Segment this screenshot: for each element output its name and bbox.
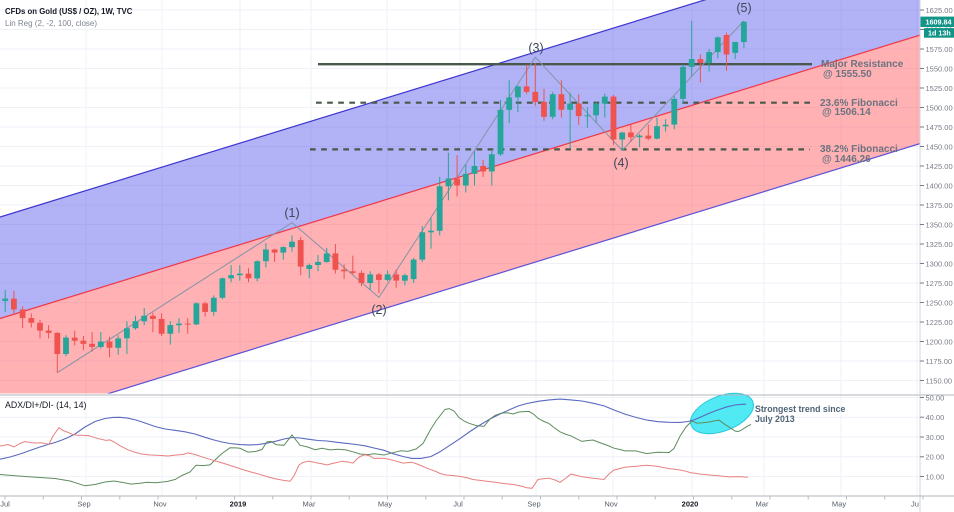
svg-text:2020: 2020	[682, 500, 699, 509]
svg-text:1375.00: 1375.00	[926, 201, 953, 210]
svg-text:May: May	[832, 500, 846, 509]
svg-text:@ 1555.50: @ 1555.50	[823, 69, 872, 80]
svg-text:1325.00: 1325.00	[926, 240, 953, 249]
svg-text:1200.00: 1200.00	[926, 337, 953, 346]
svg-text:50.00: 50.00	[926, 393, 945, 402]
svg-text:Major Resistance: Major Resistance	[821, 59, 904, 70]
svg-text:Jul: Jul	[0, 500, 10, 509]
svg-text:20.00: 20.00	[926, 453, 945, 462]
svg-text:1425.00: 1425.00	[926, 162, 953, 171]
svg-text:Ju: Ju	[911, 500, 919, 509]
svg-text:1175.00: 1175.00	[926, 357, 953, 366]
svg-text:Sep: Sep	[527, 500, 540, 509]
svg-text:38.2% Fibonacci: 38.2% Fibonacci	[820, 144, 898, 155]
svg-text:Mar: Mar	[756, 500, 769, 509]
svg-text:1500.00: 1500.00	[926, 103, 953, 112]
svg-text:1400.00: 1400.00	[926, 181, 953, 190]
svg-text:1609.84: 1609.84	[926, 17, 952, 26]
svg-text:Mar: Mar	[303, 500, 316, 509]
svg-text:1150.00: 1150.00	[926, 376, 953, 385]
svg-text:(5): (5)	[736, 1, 751, 15]
svg-text:(2): (2)	[371, 303, 386, 317]
svg-text:Nov: Nov	[604, 500, 618, 509]
svg-text:(1): (1)	[284, 206, 299, 220]
svg-text:30.00: 30.00	[926, 433, 945, 442]
svg-text:1d 13h: 1d 13h	[928, 28, 951, 37]
svg-text:1575.00: 1575.00	[926, 45, 953, 54]
svg-text:@ 1506.14: @ 1506.14	[822, 107, 871, 118]
svg-text:1525.00: 1525.00	[926, 84, 953, 93]
svg-text:ADX/DI+/DI- (14, 14): ADX/DI+/DI- (14, 14)	[5, 400, 86, 410]
svg-text:1550.00: 1550.00	[926, 64, 953, 73]
svg-text:1450.00: 1450.00	[926, 142, 953, 151]
svg-text:(4): (4)	[613, 156, 628, 170]
svg-text:Strongest trend since: Strongest trend since	[755, 404, 846, 414]
svg-text:1300.00: 1300.00	[926, 259, 953, 268]
svg-text:Sep: Sep	[77, 500, 90, 509]
svg-text:1625.00: 1625.00	[926, 6, 953, 15]
svg-text:CFDs on Gold (US$ / OZ), 1W, T: CFDs on Gold (US$ / OZ), 1W, TVC	[5, 7, 133, 16]
svg-text:Lin Reg (2, -2, 100, close): Lin Reg (2, -2, 100, close)	[5, 19, 97, 28]
svg-text:40.00: 40.00	[926, 413, 945, 422]
svg-text:1250.00: 1250.00	[926, 298, 953, 307]
svg-text:10.00: 10.00	[926, 472, 945, 481]
svg-text:Nov: Nov	[153, 500, 167, 509]
svg-text:1225.00: 1225.00	[926, 318, 953, 327]
svg-text:July 2013: July 2013	[755, 414, 795, 424]
svg-text:2019: 2019	[230, 500, 247, 509]
svg-text:23.6% Fibonacci: 23.6% Fibonacci	[820, 98, 898, 109]
svg-text:@ 1446.26: @ 1446.26	[822, 154, 871, 165]
svg-text:1350.00: 1350.00	[926, 220, 953, 229]
svg-text:1275.00: 1275.00	[926, 279, 953, 288]
svg-text:1475.00: 1475.00	[926, 123, 953, 132]
svg-text:Jul: Jul	[453, 500, 463, 509]
svg-text:(3): (3)	[528, 41, 543, 55]
svg-text:May: May	[378, 500, 392, 509]
